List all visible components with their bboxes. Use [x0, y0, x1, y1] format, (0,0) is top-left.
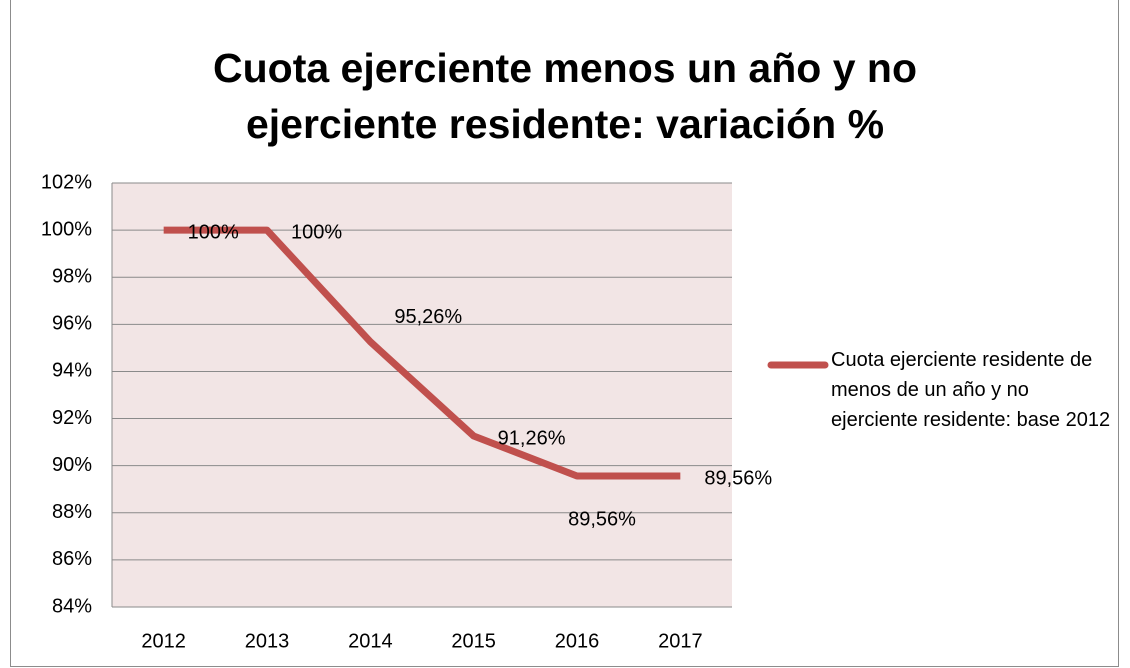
y-tick-label: 102%: [41, 171, 92, 193]
x-tick-label: 2015: [451, 630, 496, 652]
y-tick-label: 92%: [52, 407, 92, 429]
data-label: 95,26%: [394, 306, 462, 328]
x-tick-label: 2014: [348, 630, 393, 652]
y-tick-label: 86%: [52, 548, 92, 570]
data-label: 91,26%: [498, 427, 566, 449]
legend-label: Cuota ejerciente residente de menos de u…: [831, 349, 1111, 431]
chart-title: Cuota ejerciente menos un año y no ejerc…: [213, 45, 917, 147]
x-tick-label: 2012: [141, 630, 186, 652]
data-label: 89,56%: [704, 467, 772, 489]
y-tick-label: 94%: [52, 360, 92, 382]
chart-frame: [10, 0, 1119, 667]
x-tick-label: 2013: [245, 630, 290, 652]
x-tick-label: 2017: [658, 630, 703, 652]
y-tick-label: 84%: [52, 595, 92, 617]
data-label: 89,56%: [568, 508, 636, 530]
y-tick-label: 100%: [41, 218, 92, 240]
x-tick-label: 2016: [555, 630, 600, 652]
data-label: 100%: [188, 221, 239, 243]
y-tick-label: 96%: [52, 313, 92, 335]
y-tick-label: 98%: [52, 266, 92, 288]
plot-area: [112, 183, 732, 607]
y-tick-label: 88%: [52, 501, 92, 523]
data-label: 100%: [291, 221, 342, 243]
series-line: [163, 226, 681, 480]
y-tick-label: 90%: [52, 454, 92, 476]
